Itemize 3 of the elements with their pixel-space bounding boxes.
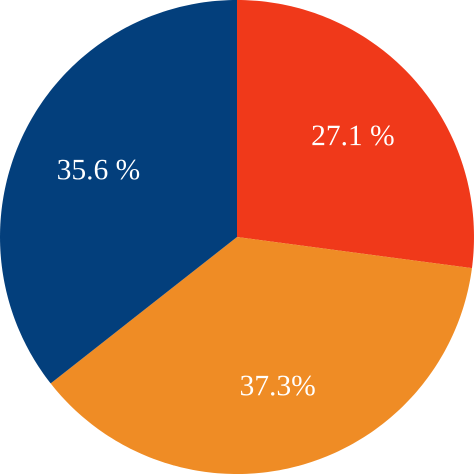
- data-label: 27.1 %: [312, 125, 394, 146]
- data-label: 35.6 %: [58, 160, 140, 180]
- data-label: 37.3%: [240, 376, 315, 396]
